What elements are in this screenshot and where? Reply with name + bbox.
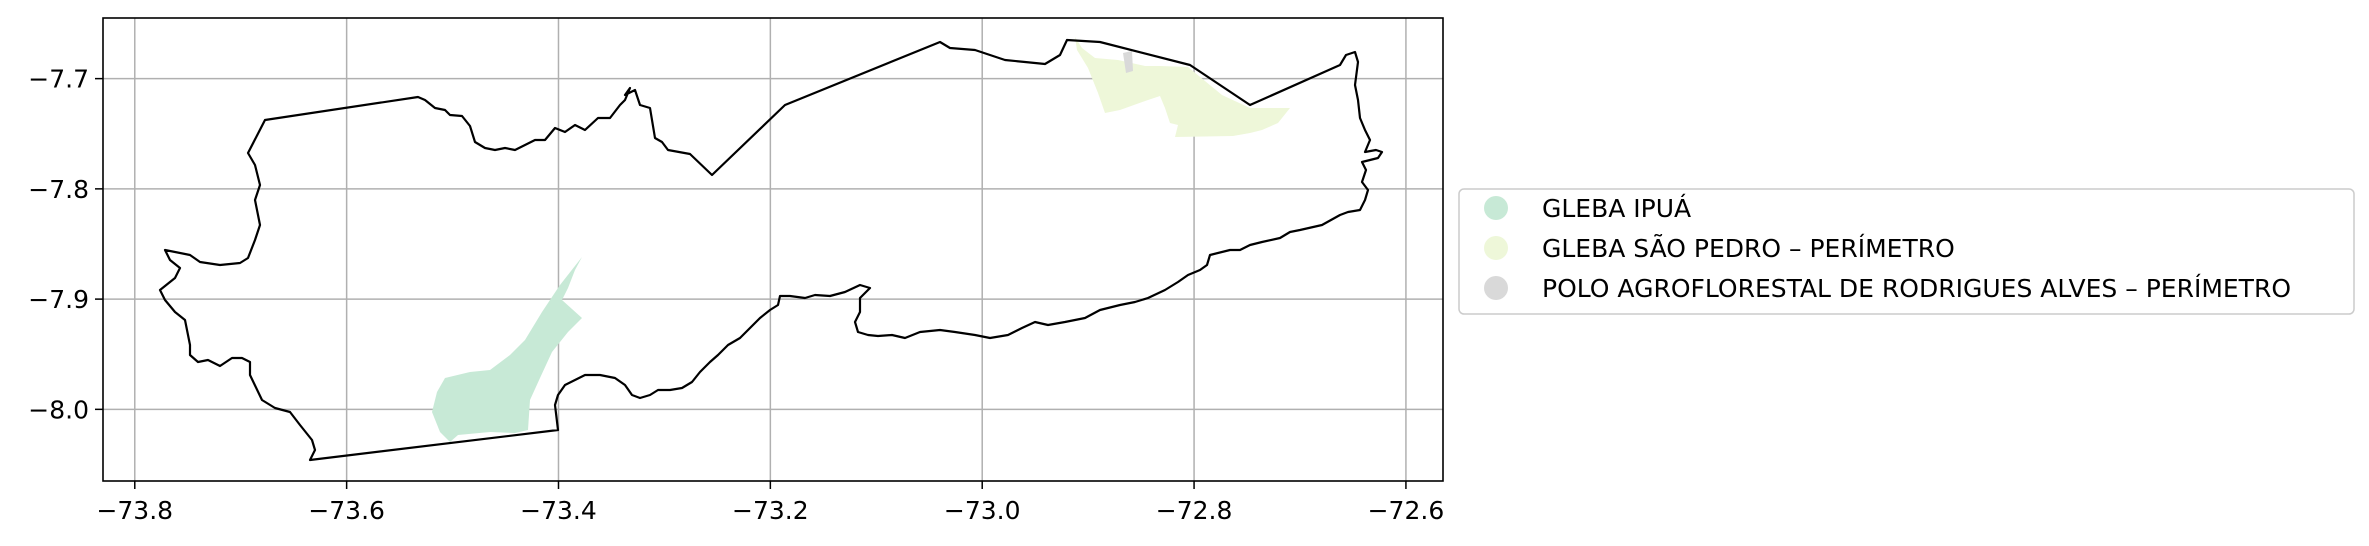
x-tick-label: −73.8 [96,496,173,525]
y-tick-label: −7.8 [28,175,89,204]
x-tick-label: −73.4 [520,496,597,525]
municipality-boundary [158,38,1384,462]
legend-label-gleba-sao-pedro: GLEBA SÃO PEDRO – PERÍMETRO [1542,233,1955,263]
x-tick-label: −72.8 [1156,496,1233,525]
legend-label-polo-agroflorestal: POLO AGROFLORESTAL DE RODRIGUES ALVES – … [1542,274,2291,303]
y-tick-label: −7.7 [28,65,89,94]
legend-marker-gleba-ipua [1484,196,1508,220]
gleba-sao-pedro-polygon [1075,37,1290,137]
axis-ticks: −73.8 −73.6 −73.4 −73.2 −73.0 −72.8 −72.6 −7.7 −… [28,65,1444,525]
axes-frame [102,17,1444,482]
legend-box [1458,188,2355,315]
legend-item: GLEBA IPUÁ [1484,194,1691,223]
legend-label-gleba-ipua: GLEBA IPUÁ [1542,194,1691,223]
legend-item: POLO AGROFLORESTAL DE RODRIGUES ALVES – … [1484,274,2291,303]
grid [103,18,1443,481]
legend: GLEBA IPUÁ GLEBA SÃO PEDRO – PERÍMETRO P… [1458,188,2355,315]
y-tick-label: −7.9 [28,285,89,314]
legend-item: GLEBA SÃO PEDRO – PERÍMETRO [1484,233,1955,263]
polo-agroflorestal-polygon [1123,51,1133,73]
legend-marker-gleba-sao-pedro [1484,236,1508,260]
gleba-ipua-polygon [432,257,582,442]
x-tick-label: −73.6 [308,496,385,525]
legend-marker-polo-agroflorestal [1484,276,1508,300]
x-tick-label: −72.6 [1368,496,1445,525]
x-tick-label: −73.0 [944,496,1021,525]
x-tick-label: −73.2 [732,496,809,525]
y-tick-label: −8.0 [28,395,89,424]
